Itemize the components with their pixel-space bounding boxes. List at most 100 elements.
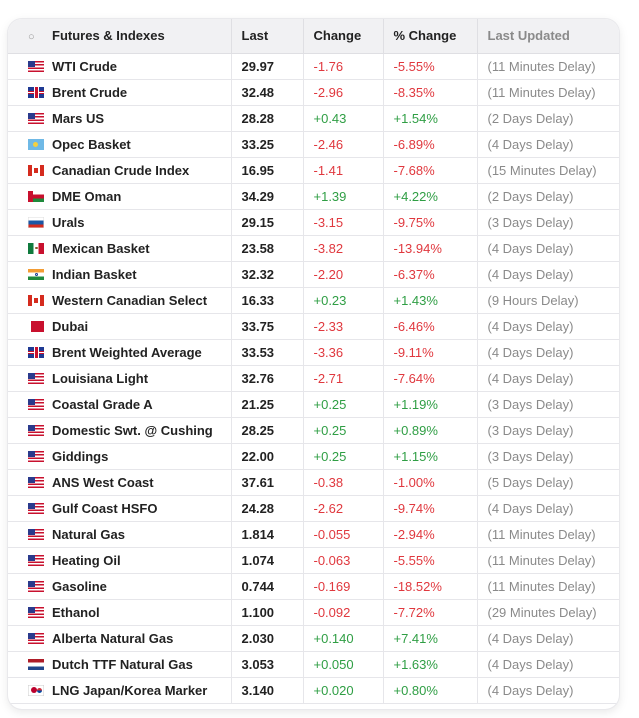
change-value: +0.050	[303, 651, 384, 678]
instrument-name-cell[interactable]: Natural Gas	[8, 521, 232, 548]
table-row[interactable]: Heating Oil 1.074 -0.063 -5.55% (11 Minutes …	[8, 547, 619, 574]
change-value: -0.063	[303, 547, 384, 574]
instrument-name[interactable]: Coastal Grade A	[52, 396, 153, 412]
table-row[interactable]: DME Oman 34.29 +1.39 +4.22% (2 Days Delay)	[8, 183, 619, 210]
instrument-name-cell[interactable]: Heating Oil	[8, 547, 232, 574]
instrument-name[interactable]: Heating Oil	[52, 552, 121, 568]
instrument-name[interactable]: Natural Gas	[52, 526, 125, 542]
instrument-name-cell[interactable]: Dutch TTF Natural Gas	[8, 651, 232, 678]
last-updated-value: (11 Minutes Delay)	[477, 79, 619, 106]
instrument-name[interactable]: Mars US	[52, 110, 105, 126]
table-row[interactable]: ANS West Coast 37.61 -0.38 -1.00% (5 Days De…	[8, 469, 619, 496]
last-price: 16.33	[231, 287, 304, 314]
table-row[interactable]: Ethanol 1.100 -0.092 -7.72% (29 Minutes Dela…	[8, 599, 619, 626]
last-updated-value: (2 Days Delay)	[477, 105, 619, 132]
instrument-name[interactable]: Louisiana Light	[52, 370, 149, 386]
instrument-name[interactable]: WTI Crude	[52, 58, 117, 74]
instrument-name[interactable]: Brent Weighted Average	[52, 344, 202, 360]
pct-change-value: +1.54%	[383, 105, 478, 132]
pct-change-value: -9.11%	[383, 339, 478, 366]
table-row[interactable]: Natural Gas 1.814 -0.055 -2.94% (11 Minutes …	[8, 521, 619, 548]
instrument-name-cell[interactable]: Gasoline	[8, 573, 232, 600]
table-row[interactable]: Gasoline 0.744 -0.169 -18.52% (11 Minutes De…	[8, 573, 619, 600]
flag-us-icon	[28, 372, 44, 384]
instrument-name[interactable]: Mexican Basket	[52, 240, 150, 256]
last-updated-value: (4 Days Delay)	[477, 495, 619, 522]
instrument-name-cell[interactable]: Ethanol	[8, 599, 232, 626]
column-header-last-updated[interactable]: Last Updated	[477, 19, 619, 54]
instrument-name[interactable]: Urals	[52, 214, 85, 230]
instrument-name-cell[interactable]: Brent Crude	[8, 79, 232, 106]
instrument-name[interactable]: Gasoline	[52, 578, 107, 594]
instrument-name-cell[interactable]: Louisiana Light	[8, 365, 232, 392]
flag-ca-icon	[28, 294, 44, 306]
instrument-name[interactable]: Domestic Swt. @ Cushing	[52, 422, 213, 438]
table-row[interactable]: Mexican Basket 23.58 -3.82 -13.94% (4 Days D…	[8, 235, 619, 262]
instrument-name-cell[interactable]: Giddings	[8, 443, 232, 470]
instrument-name-cell[interactable]: Domestic Swt. @ Cushing	[8, 417, 232, 444]
instrument-name[interactable]: Dutch TTF Natural Gas	[52, 656, 193, 672]
last-price: 22.00	[231, 443, 304, 470]
last-price: 1.814	[231, 521, 304, 548]
table-row[interactable]: LNG Japan/Korea Marker 3.140 +0.020 +0.80%(…	[8, 677, 619, 704]
instrument-name-cell[interactable]: Western Canadian Select	[8, 287, 232, 314]
table-row[interactable]: Urals 29.15 -3.15 -9.75% (3 Days Delay)	[8, 209, 619, 236]
instrument-name[interactable]: Alberta Natural Gas	[52, 630, 174, 646]
instrument-name[interactable]: LNG Japan/Korea Marker	[52, 682, 208, 698]
instrument-name-cell[interactable]: Indian Basket	[8, 261, 232, 288]
last-price: 33.75	[231, 313, 304, 340]
instrument-name[interactable]: Canadian Crude Index	[52, 162, 190, 178]
instrument-name-cell[interactable]: Canadian Crude Index	[8, 157, 232, 184]
column-header-change[interactable]: Change	[303, 19, 384, 54]
table-row[interactable]: Dubai 33.75 -2.33 -6.46% (4 Days Delay)	[8, 313, 619, 340]
table-row[interactable]: Indian Basket 32.32 -2.20 -6.37% (4 Days Del…	[8, 261, 619, 288]
instrument-name-cell[interactable]: WTI Crude	[8, 53, 232, 80]
instrument-name-cell[interactable]: ANS West Coast	[8, 469, 232, 496]
last-price: 32.48	[231, 79, 304, 106]
instrument-name-cell[interactable]: Opec Basket	[8, 131, 232, 158]
instrument-name-cell[interactable]: Mexican Basket	[8, 235, 232, 262]
instrument-name[interactable]: Dubai	[52, 318, 89, 334]
table-row[interactable]: Louisiana Light 32.76 -2.71 -7.64% (4 Days D…	[8, 365, 619, 392]
table-row[interactable]: Giddings 22.00 +0.25 +1.15% (3 Days Delay)	[8, 443, 619, 470]
flag-om-icon	[28, 190, 44, 202]
table-row[interactable]: Western Canadian Select 16.33 +0.23 +1.43%(…	[8, 287, 619, 314]
instrument-name-cell[interactable]: Gulf Coast HSFO	[8, 495, 232, 522]
column-header-last[interactable]: Last	[231, 19, 304, 54]
instrument-name[interactable]: ANS West Coast	[52, 474, 154, 490]
table-row[interactable]: Brent Weighted Average 33.53 -3.36 -9.11% (4…	[8, 339, 619, 366]
table-row[interactable]: Gulf Coast HSFO 24.28 -2.62 -9.74% (4 Days D…	[8, 495, 619, 522]
table-row[interactable]: Dutch TTF Natural Gas 3.053 +0.050 +1.63% (4…	[8, 651, 619, 678]
pct-change-value: +0.80%	[383, 677, 478, 704]
table-row[interactable]: WTI Crude 29.97 -1.76 -5.55% (11 Minutes Del…	[8, 53, 619, 80]
last-updated-value: (5 Days Delay)	[477, 469, 619, 496]
instrument-name-cell[interactable]: Coastal Grade A	[8, 391, 232, 418]
table-row[interactable]: Canadian Crude Index 16.95 -1.41 -7.68% (15 …	[8, 157, 619, 184]
instrument-name-cell[interactable]: LNG Japan/Korea Marker	[8, 677, 232, 704]
table-row[interactable]: Brent Crude 32.48 -2.96 -8.35% (11 Minutes D…	[8, 79, 619, 106]
instrument-name[interactable]: Brent Crude	[52, 84, 128, 100]
table-row[interactable]: Coastal Grade A 21.25 +0.25 +1.19% (3 Days D…	[8, 391, 619, 418]
instrument-name[interactable]: Gulf Coast HSFO	[52, 500, 158, 516]
instrument-name[interactable]: Western Canadian Select	[52, 292, 208, 308]
column-header-name[interactable]: ○ Futures & Indexes	[8, 19, 232, 54]
column-header-pct-change[interactable]: % Change	[383, 19, 478, 54]
instrument-name[interactable]: Ethanol	[52, 604, 100, 620]
instrument-name-cell[interactable]: DME Oman	[8, 183, 232, 210]
flag-us-icon	[28, 580, 44, 592]
table-row[interactable]: Mars US 28.28 +0.43 +1.54% (2 Days Delay)	[8, 105, 619, 132]
table-row[interactable]: Opec Basket 33.25 -2.46 -6.89% (4 Days Delay…	[8, 131, 619, 158]
instrument-name-cell[interactable]: Mars US	[8, 105, 232, 132]
table-row[interactable]: Alberta Natural Gas 2.030 +0.140 +7.41% (4 D…	[8, 625, 619, 652]
last-updated-value: (11 Minutes Delay)	[477, 547, 619, 574]
last-updated-value: (4 Days Delay)	[477, 261, 619, 288]
instrument-name-cell[interactable]: Alberta Natural Gas	[8, 625, 232, 652]
instrument-name[interactable]: Giddings	[52, 448, 109, 464]
instrument-name[interactable]: Opec Basket	[52, 136, 131, 152]
instrument-name-cell[interactable]: Dubai	[8, 313, 232, 340]
instrument-name-cell[interactable]: Urals	[8, 209, 232, 236]
instrument-name[interactable]: DME Oman	[52, 188, 122, 204]
instrument-name[interactable]: Indian Basket	[52, 266, 137, 282]
table-row[interactable]: Domestic Swt. @ Cushing 28.25 +0.25 +0.89%(…	[8, 417, 619, 444]
instrument-name-cell[interactable]: Brent Weighted Average	[8, 339, 232, 366]
